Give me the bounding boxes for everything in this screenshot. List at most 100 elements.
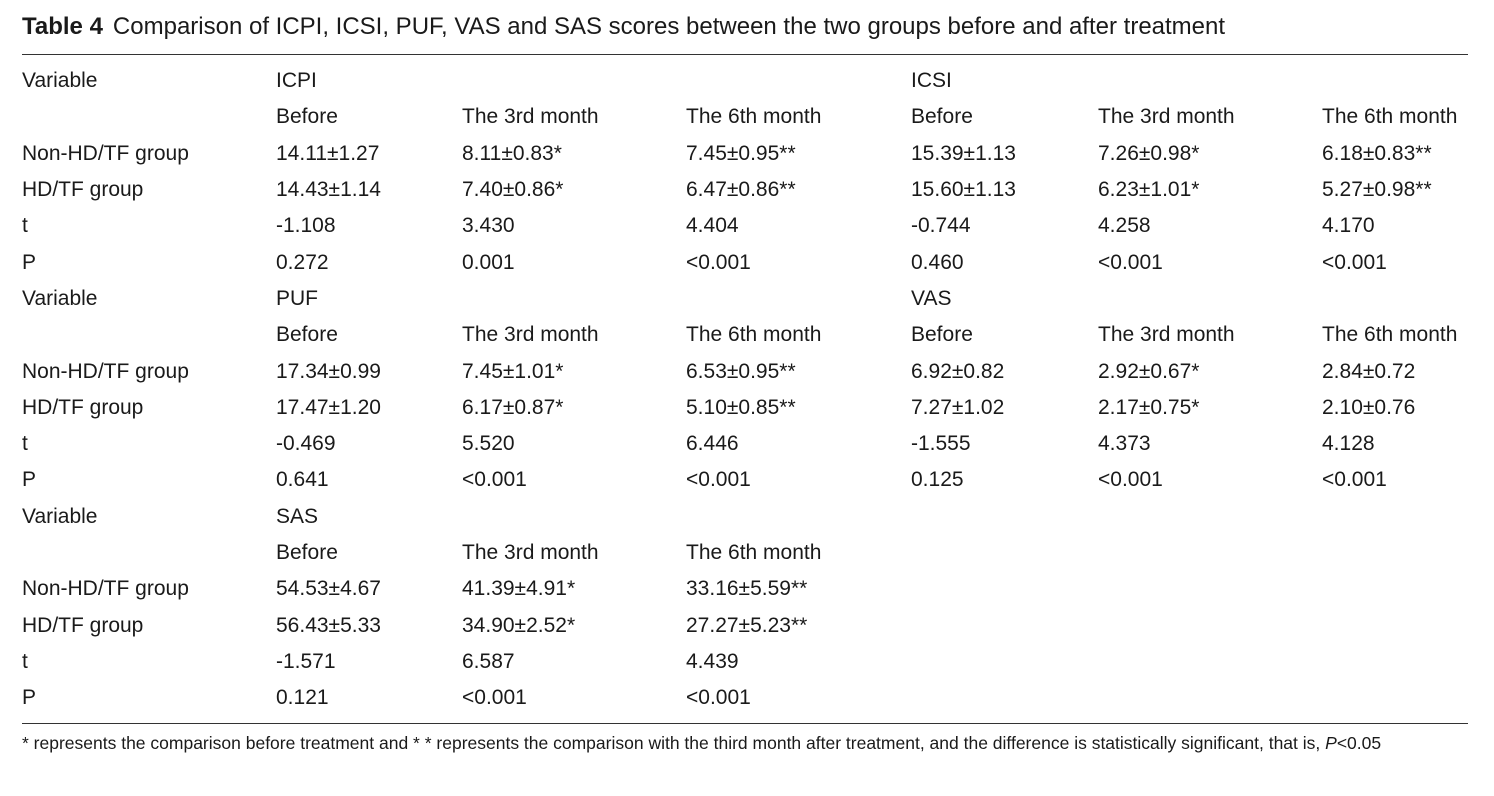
footnote-p-symbol: P [1325,733,1337,753]
table-row: Non-HD/TF group 54.53±4.67 41.39±4.91* 33.1… [22,571,1482,607]
table-cell: 7.27±1.02 [911,395,1005,419]
table-cell: 2.92±0.67* [1098,359,1200,383]
table-cell [1098,63,1322,99]
bottom-rule [22,723,1468,724]
table-cell: 2.17±0.75* [1098,395,1200,419]
table-cell: 6.53±0.95** [686,359,796,383]
data-table: Variable ICPI ICSI Before The 3rd month The 6… [22,63,1482,716]
table-cell [686,499,911,535]
table-cell [1322,680,1482,716]
table-cell: Before [276,105,338,129]
table-row: Non-HD/TF group 14.11±1.27 8.11±0.83* 7.45±… [22,136,1482,172]
table-cell: The 3rd month [1098,323,1235,347]
table-cell: The 6th month [686,105,822,129]
table-cell: Before [911,105,973,129]
table-cell: The 6th month [686,323,822,347]
table-cell: 4.373 [1098,432,1151,456]
table-cell [1098,535,1322,571]
table-cell [1322,571,1482,607]
table-cell: ICSI [911,69,952,93]
table-row: Before The 3rd month The 6th month [22,535,1482,571]
table-cell: 4.439 [686,649,739,673]
table-cell: 4.258 [1098,214,1151,238]
table-footnote: * represents the comparison before treat… [22,730,1472,756]
table-cell: 6.446 [686,432,739,456]
table-cell: 17.34±0.99 [276,359,381,383]
table-cell: 5.27±0.98** [1322,178,1432,202]
table-cell: -0.744 [911,214,971,238]
row-label-cell: Non-HD/TF group [22,141,189,165]
table-cell: 56.43±5.33 [276,613,381,637]
table-cell: 33.16±5.59** [686,577,808,601]
table-cell [462,499,686,535]
row-label-cell: P [22,686,37,710]
table-cell [1098,644,1322,680]
table-cell: 0.125 [911,468,964,492]
table-cell: 7.26±0.98* [1098,141,1200,165]
table-cell: The 3rd month [1098,105,1235,129]
table-row: Before The 3rd month The 6th month Before Th… [22,99,1482,135]
row-label-cell: HD/TF group [22,178,144,202]
row-label-cell [22,535,276,571]
table-cell: The 6th month [1322,323,1458,347]
row-label-cell: Non-HD/TF group [22,577,189,601]
table-cell: -1.108 [276,214,336,238]
table-cell: 0.641 [276,468,329,492]
table-cell [1322,499,1482,535]
table-row: P 0.121 <0.001 <0.001 [22,680,1482,716]
table-cell [1322,607,1482,643]
table-row: t -0.469 5.520 6.446 -1.555 4.373 4.128 [22,426,1482,462]
table-cell: 14.43±1.14 [276,178,381,202]
table-cell [911,607,1098,643]
table-caption: Table 4 Comparison of ICPI, ICSI, PUF, VA… [22,10,1225,44]
table-cell: The 3rd month [462,541,599,564]
table-cell: 8.11±0.83* [462,141,562,165]
table-row: Variable ICPI ICSI [22,63,1482,99]
table-row: t -1.571 6.587 4.439 [22,644,1482,680]
table-cell: VAS [911,286,952,310]
row-label-cell: Variable [22,504,98,528]
table-cell: The 6th month [1322,105,1458,129]
table-cell [1322,281,1482,317]
table-cell: <0.001 [1098,250,1163,274]
table-cell: 0.272 [276,250,329,274]
table-cell: 14.11±1.27 [276,141,380,165]
table-cell: 6.18±0.83** [1322,141,1432,165]
table-cell [911,535,1098,571]
table-cell: <0.001 [1098,468,1163,492]
table-cell: The 6th month [686,541,822,564]
table-cell: 7.45±1.01* [462,359,564,383]
row-label-cell [22,99,276,135]
table-cell [1322,63,1482,99]
table-cell: Before [276,541,338,564]
table-cell: <0.001 [686,686,751,710]
table-cell: 3.430 [462,214,515,238]
table-cell [911,680,1098,716]
table-title: Comparison of ICPI, ICSI, PUF, VAS and S… [112,13,1226,40]
table-cell [462,281,686,317]
table-cell: <0.001 [462,468,527,492]
row-label-cell: HD/TF group [22,613,144,637]
table-row: Before The 3rd month The 6th month Before Th… [22,317,1482,353]
table-cell: 5.10±0.85** [686,395,796,419]
table-cell: 2.10±0.76 [1322,395,1416,419]
table-cell [462,63,686,99]
table-cell: 4.128 [1322,432,1375,456]
table-cell: 6.47±0.86** [686,178,796,202]
table-cell: 2.84±0.72 [1322,359,1416,383]
table-row: Variable PUF VAS [22,281,1482,317]
row-label-cell [22,317,276,353]
row-label-cell: P [22,250,37,274]
table-row: P 0.641 <0.001 <0.001 0.125 <0.001 <0.001 [22,462,1482,498]
table-cell [1098,499,1322,535]
footnote-text: * represents the comparison before treat… [22,733,1326,753]
table-cell [686,281,911,317]
table-cell: 7.40±0.86* [462,178,564,202]
table-cell: The 3rd month [462,323,599,347]
table-cell: Before [911,323,973,347]
table-cell: 6.23±1.01* [1098,178,1200,202]
table-cell: 7.45±0.95** [686,141,796,165]
table-cell [1098,607,1322,643]
table-cell: <0.001 [686,468,751,492]
table-cell: 6.92±0.82 [911,359,1005,383]
